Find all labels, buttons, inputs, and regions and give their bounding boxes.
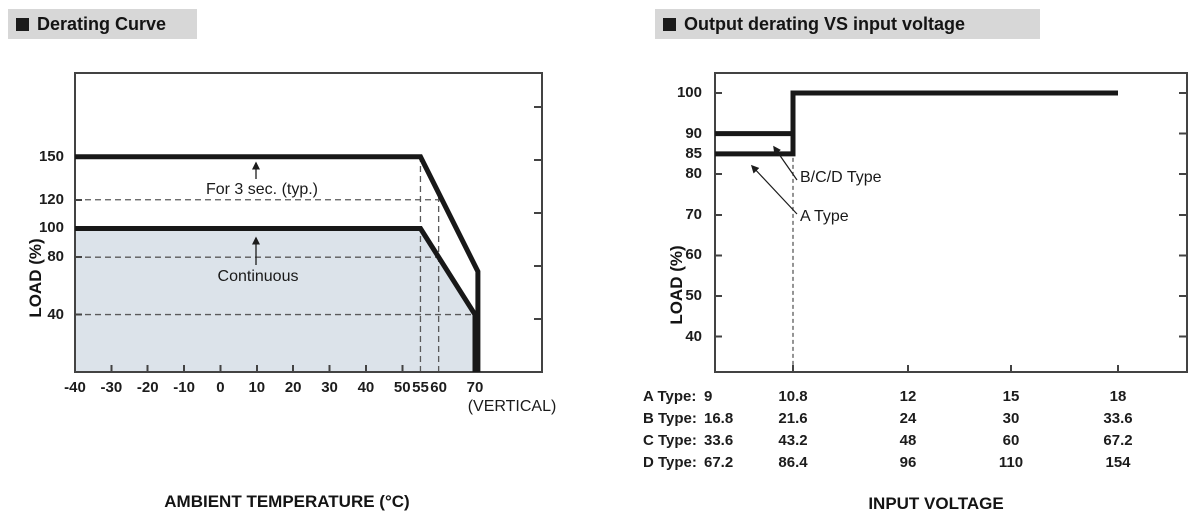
annotation-continuous: Continuous <box>217 268 299 285</box>
voltage-value: 12 <box>899 388 917 405</box>
voltage-value: 33.6 <box>704 432 734 449</box>
right-chart-y-tick-label: 40 <box>685 327 702 345</box>
voltage-value: 16.8 <box>704 410 734 427</box>
left-chart-y-tick-label: 80 <box>47 248 64 266</box>
right-chart-y-tick-label: 50 <box>685 287 702 304</box>
left-chart-x-tick-label: 10 <box>248 379 266 396</box>
voltage-value: 30 <box>1002 410 1020 427</box>
voltage-value: 18 <box>1109 388 1127 405</box>
voltage-row-label: C Type: <box>643 432 697 449</box>
voltage-value: 110 <box>998 454 1024 471</box>
left-chart-x-tick-label: -30 <box>100 379 123 396</box>
section-title-derating-curve: Derating Curve <box>37 13 167 34</box>
right-chart-y-tick-label: 90 <box>685 124 702 142</box>
left-chart-x-tick-label: 0 <box>216 379 225 396</box>
voltage-value: 48 <box>899 432 917 449</box>
left-chart-y-tick-label: 120 <box>38 190 64 208</box>
left-chart-x-tick-label: 60 <box>430 379 447 396</box>
left-chart-x-tick-label: 40 <box>357 379 375 396</box>
right-chart-y-tick-label: 85 <box>685 144 702 162</box>
right-chart-y-tick-label: 70 <box>685 205 702 223</box>
left-chart-x-tick-label: -40 <box>64 379 86 396</box>
left-chart-x-tick-label: 55 <box>412 379 429 396</box>
voltage-value: 9 <box>704 388 713 405</box>
vertical-mounting-note: (VERTICAL) <box>467 398 557 415</box>
left-chart-x-tick-label: -10 <box>173 379 195 396</box>
right-chart-x-axis-title: INPUT VOLTAGE <box>868 494 1004 513</box>
left-chart-x-tick-label: 20 <box>284 379 302 396</box>
voltage-row-label: D Type: <box>643 454 697 471</box>
voltage-value: 33.6 <box>1103 410 1133 427</box>
voltage-value: 10.8 <box>778 388 808 405</box>
left-chart-x-tick-label: 50 <box>393 379 411 396</box>
right-chart-y-tick-label: 80 <box>685 165 702 183</box>
section-header-output-derating: Output derating VS input voltage <box>655 9 1040 39</box>
voltage-value: 24 <box>899 410 917 427</box>
left-chart <box>74 72 543 373</box>
voltage-row-label: A Type: <box>643 388 697 405</box>
left-chart-y-tick-label: 40 <box>47 305 64 323</box>
voltage-value: 154 <box>1105 454 1131 471</box>
left-chart-x-tick-label: 70 <box>466 379 484 396</box>
voltage-value: 67.2 <box>704 454 734 471</box>
right-chart-y-tick-label: 100 <box>676 84 702 101</box>
left-chart-y-tick-label: 100 <box>38 219 64 237</box>
annotation-for-3-sec: For 3 sec. (typ.) <box>205 181 319 198</box>
voltage-value: 96 <box>899 454 917 471</box>
voltage-value: 67.2 <box>1103 432 1133 449</box>
annotation-a-type: A Type <box>800 208 849 225</box>
annotation-bcd-type: B/C/D Type <box>800 169 882 186</box>
voltage-value: 60 <box>1002 432 1020 449</box>
voltage-row-label: B Type: <box>643 410 697 427</box>
section-title-output-derating: Output derating VS input voltage <box>684 13 965 34</box>
section-bullet-square-icon <box>16 17 29 31</box>
voltage-value: 43.2 <box>778 432 808 449</box>
voltage-value: 86.4 <box>778 454 808 471</box>
voltage-value: 15 <box>1002 388 1020 405</box>
right-chart <box>714 72 1188 373</box>
section-header-derating-curve: Derating Curve <box>8 9 197 39</box>
right-chart-y-tick-label: 60 <box>685 246 702 264</box>
left-chart-x-axis-title: AMBIENT TEMPERATURE (°C) <box>164 492 410 511</box>
voltage-value: 21.6 <box>778 410 808 427</box>
section-bullet-square-icon <box>663 17 676 31</box>
left-chart-x-tick-label: -20 <box>136 379 159 396</box>
left-chart-x-tick-label: 30 <box>321 379 338 396</box>
left-chart-y-tick-label: 150 <box>38 147 64 165</box>
